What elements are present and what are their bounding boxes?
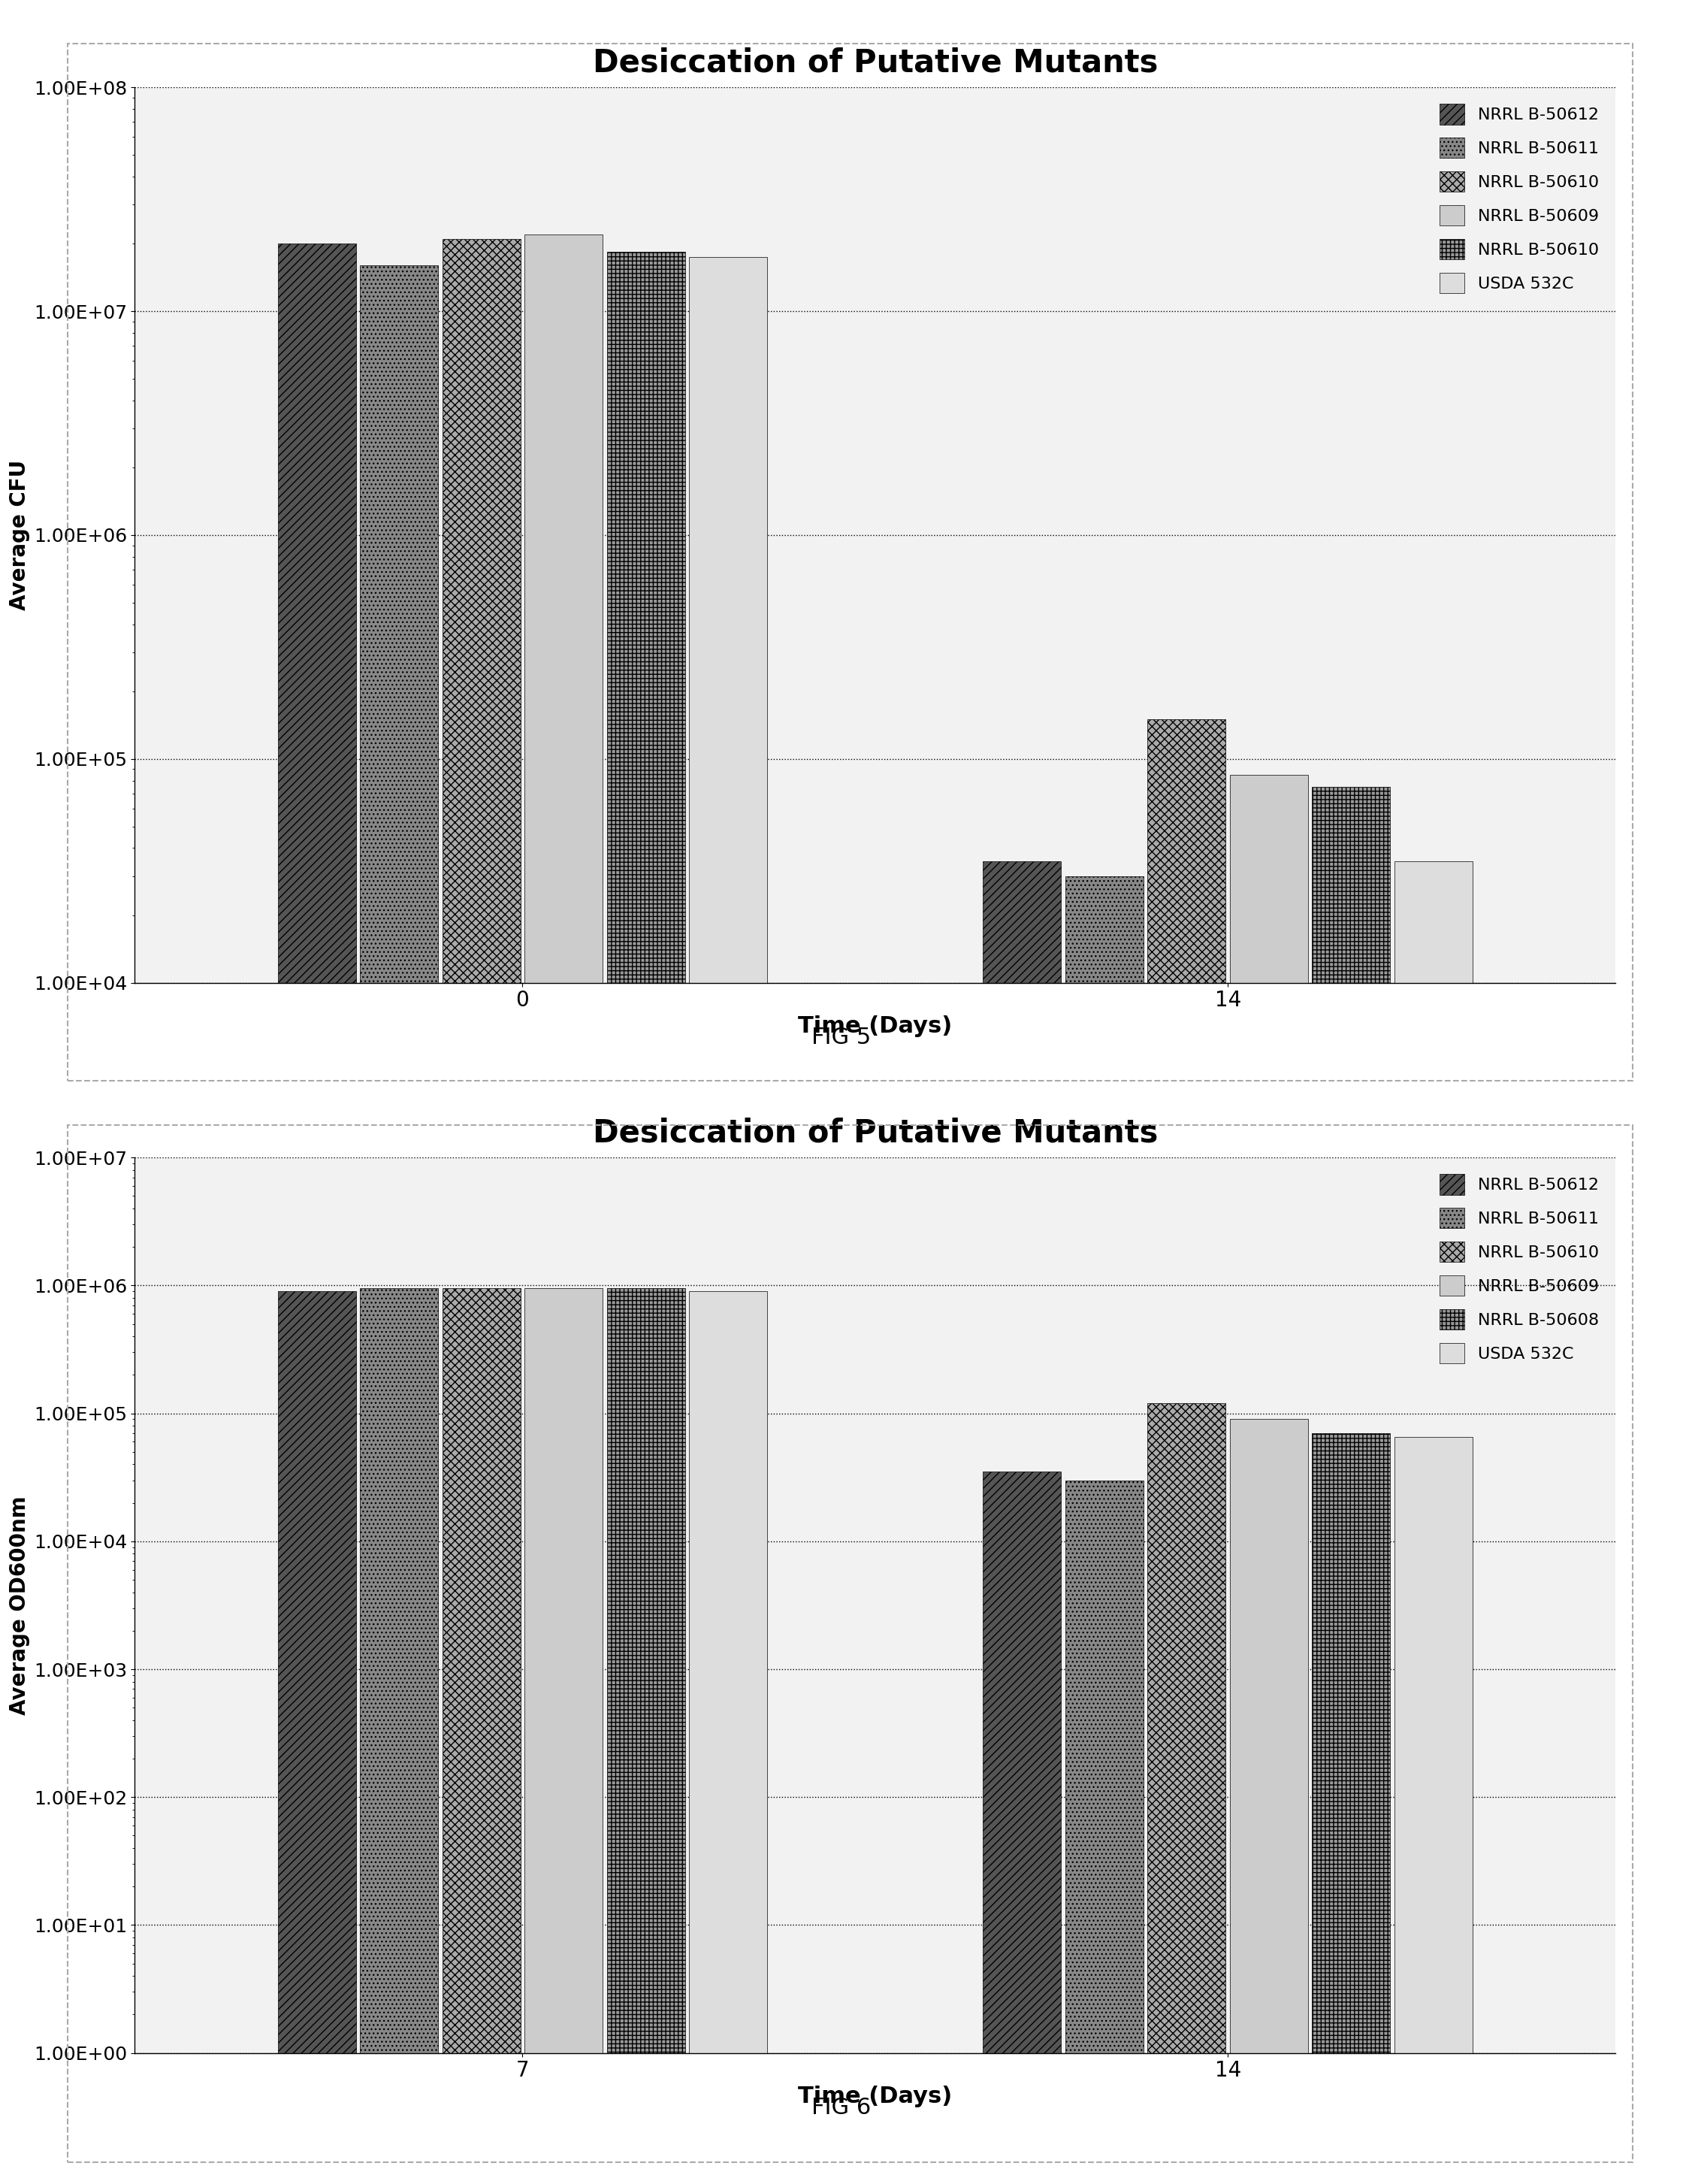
Bar <box>1313 1433 1390 2184</box>
Bar <box>278 1291 355 2184</box>
Bar <box>525 1289 603 2184</box>
Bar <box>1230 775 1308 2184</box>
Legend: NRRL B-50612, NRRL B-50611, NRRL B-50610, NRRL B-50609, NRRL B-50610, USDA 532C: NRRL B-50612, NRRL B-50611, NRRL B-50610… <box>1431 96 1607 301</box>
Bar <box>608 251 685 2184</box>
Bar <box>1065 876 1143 2184</box>
Bar <box>1395 1437 1473 2184</box>
Bar <box>608 1289 685 2184</box>
Title: Desiccation of Putative Mutants: Desiccation of Putative Mutants <box>592 46 1158 79</box>
Bar <box>360 266 438 2184</box>
Y-axis label: Average CFU: Average CFU <box>8 461 30 609</box>
Bar <box>443 1289 520 2184</box>
Bar <box>278 245 355 2184</box>
Bar <box>1148 1404 1225 2184</box>
Bar <box>688 1291 767 2184</box>
Bar <box>688 258 767 2184</box>
Bar <box>983 1472 1062 2184</box>
Bar <box>1230 1420 1308 2184</box>
X-axis label: Time (Days): Time (Days) <box>798 2086 953 2108</box>
Bar <box>525 234 603 2184</box>
Bar <box>1065 1481 1143 2184</box>
Bar <box>1148 719 1225 2184</box>
Text: FIG 5: FIG 5 <box>811 1026 872 1048</box>
Title: Desiccation of Putative Mutants: Desiccation of Putative Mutants <box>592 1116 1158 1149</box>
Bar <box>360 1289 438 2184</box>
Bar <box>1395 860 1473 2184</box>
Text: FIG 6: FIG 6 <box>811 2097 872 2118</box>
Bar <box>443 238 520 2184</box>
Legend: NRRL B-50612, NRRL B-50611, NRRL B-50610, NRRL B-50609, NRRL B-50608, USDA 532C: NRRL B-50612, NRRL B-50611, NRRL B-50610… <box>1431 1166 1607 1372</box>
Bar <box>983 860 1062 2184</box>
Bar <box>1313 786 1390 2184</box>
Y-axis label: Average OD600nm: Average OD600nm <box>8 1496 30 1714</box>
X-axis label: Time (Days): Time (Days) <box>798 1016 953 1037</box>
